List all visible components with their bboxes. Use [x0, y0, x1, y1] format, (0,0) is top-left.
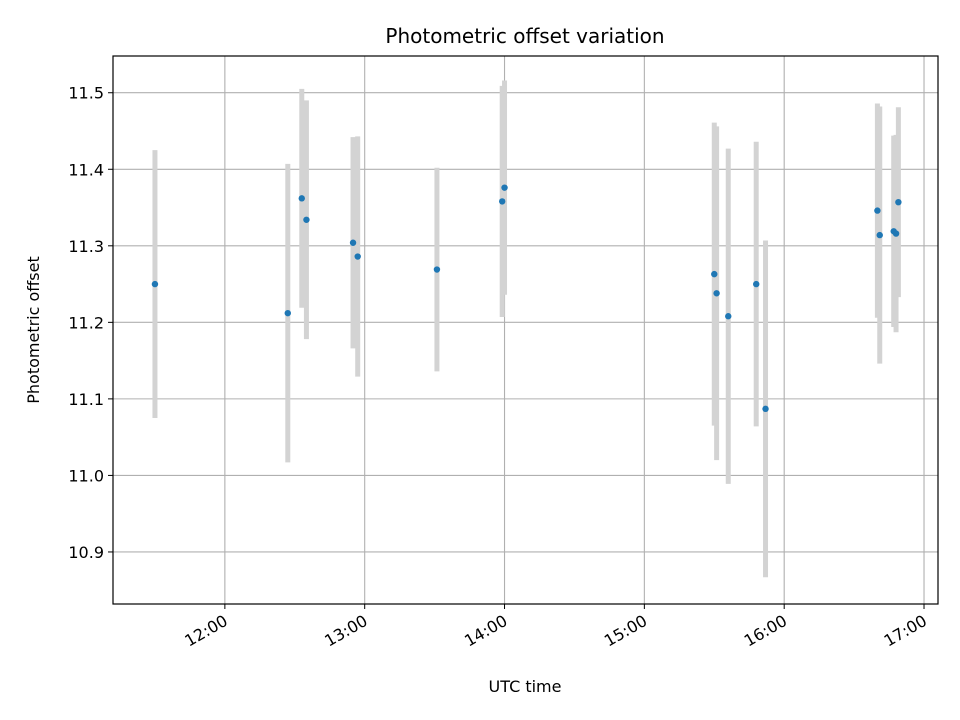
- data-point: [349, 239, 357, 246]
- data-point: [298, 195, 305, 202]
- y-tick-label: 10.9: [68, 543, 104, 562]
- data-point: [895, 198, 902, 206]
- y-axis-ticks: 10.9 11.0 11.1 11.2 11.3 11.4 11.5: [68, 84, 113, 562]
- data-point: [284, 309, 291, 317]
- plot-frame: [112, 55, 939, 605]
- plot-area: [113, 56, 938, 604]
- y-axis-label: Photometric offset: [24, 256, 43, 404]
- chart-title: Photometric offset variation: [385, 24, 664, 48]
- data-point: [725, 313, 732, 320]
- data-points: [151, 184, 902, 413]
- data-point: [892, 230, 900, 237]
- y-tick-label: 11.5: [68, 84, 104, 103]
- data-point: [151, 280, 159, 288]
- y-tick-label: 11.4: [68, 160, 104, 179]
- data-point: [876, 231, 883, 239]
- data-point: [303, 216, 310, 223]
- data-point: [874, 207, 881, 214]
- data-point: [433, 266, 441, 273]
- y-tick-label: 11.0: [68, 466, 104, 485]
- data-point: [498, 198, 506, 205]
- y-tick-label: 11.3: [68, 237, 104, 256]
- x-axis-label: UTC time: [489, 677, 562, 696]
- data-point: [762, 405, 769, 413]
- y-tick-label: 11.1: [68, 390, 104, 409]
- data-point: [501, 184, 508, 191]
- data-point: [713, 290, 720, 297]
- data-point: [354, 253, 361, 260]
- data-point: [753, 280, 760, 288]
- data-point: [711, 270, 718, 278]
- y-tick-label: 11.2: [68, 313, 104, 332]
